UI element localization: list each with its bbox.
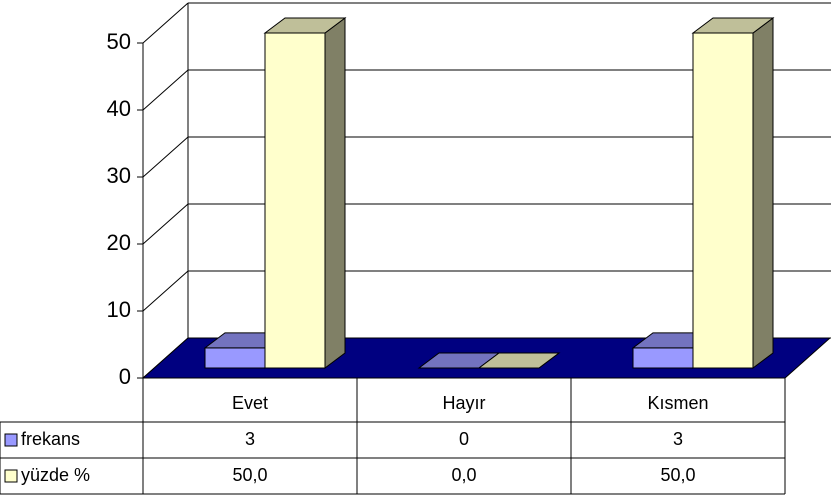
y-tick-label: 50 <box>107 29 131 54</box>
legend-key <box>4 433 18 447</box>
bar-top <box>691 17 775 34</box>
grid-line <box>142 136 189 178</box>
data-label: 50,0 <box>232 465 267 485</box>
bar-side <box>324 17 346 369</box>
bar-front <box>204 347 266 369</box>
legend-label: frekans <box>21 429 80 449</box>
x-tick-label: Hayır <box>442 393 485 413</box>
y-tick-label: 10 <box>107 297 131 322</box>
grid-line <box>142 69 189 111</box>
bar-front <box>632 347 694 369</box>
grid-line <box>142 203 189 245</box>
bar-top <box>263 17 347 34</box>
data-label: 0 <box>459 429 469 449</box>
data-label: 50,0 <box>660 465 695 485</box>
bar-front <box>692 32 754 369</box>
x-tick-label: Kısmen <box>647 393 708 413</box>
legend-label: yüzde % <box>21 465 90 485</box>
legend-key <box>4 469 18 483</box>
y-tick-label: 0 <box>119 364 131 389</box>
y-tick-label: 30 <box>107 163 131 188</box>
y-tick-label: 40 <box>107 96 131 121</box>
grid-line <box>142 2 189 44</box>
grid-line <box>142 270 189 312</box>
y-tick-label: 20 <box>107 230 131 255</box>
data-label: 3 <box>673 429 683 449</box>
x-tick-label: Evet <box>232 393 268 413</box>
bar-front <box>264 32 326 369</box>
data-label: 3 <box>245 429 255 449</box>
data-label: 0,0 <box>451 465 476 485</box>
bar-side <box>752 17 774 369</box>
bar-top <box>477 352 561 369</box>
